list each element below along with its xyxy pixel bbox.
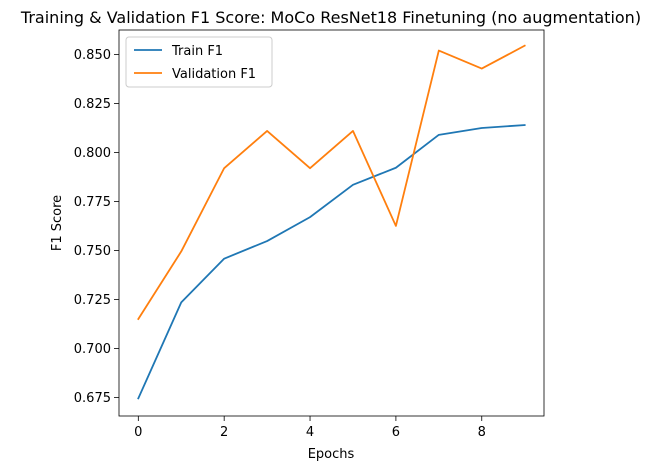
y-tick-label: 0.725 bbox=[74, 293, 111, 308]
y-tick-label: 0.675 bbox=[74, 391, 111, 406]
legend-label-validation-f1: Validation F1 bbox=[172, 67, 256, 82]
y-tick-label: 0.850 bbox=[74, 48, 111, 63]
y-tick-label: 0.700 bbox=[74, 342, 111, 357]
plot-area-frame bbox=[118, 29, 545, 417]
x-axis-label: Epochs bbox=[308, 447, 355, 462]
series-layer bbox=[137, 44, 526, 400]
y-tick-label: 0.750 bbox=[74, 244, 111, 259]
chart-title: Training & Validation F1 Score: MoCo Res… bbox=[20, 8, 641, 27]
legend-box bbox=[125, 36, 273, 88]
x-axis-ticks: 0 2 4 6 8 bbox=[134, 416, 486, 440]
x-tick-label: 2 bbox=[220, 425, 228, 440]
x-tick-label: 0 bbox=[134, 425, 142, 440]
y-tick-label: 0.775 bbox=[74, 195, 111, 210]
legend-label-train-f1: Train F1 bbox=[171, 44, 223, 59]
x-tick-label: 6 bbox=[392, 425, 400, 440]
series-line-validation-f1 bbox=[137, 44, 526, 321]
y-axis-ticks: 0.675 0.700 0.725 0.750 0.775 0.800 0.825 0.850 bbox=[74, 48, 119, 406]
y-tick-label: 0.825 bbox=[74, 97, 111, 112]
x-tick-label: 8 bbox=[478, 425, 486, 440]
legend: Train F1 Validation F1 bbox=[125, 36, 273, 88]
y-axis-label: F1 Score bbox=[50, 195, 65, 251]
y-tick-label: 0.800 bbox=[74, 146, 111, 161]
series-line-train-f1 bbox=[137, 124, 526, 400]
x-tick-label: 4 bbox=[306, 425, 314, 440]
